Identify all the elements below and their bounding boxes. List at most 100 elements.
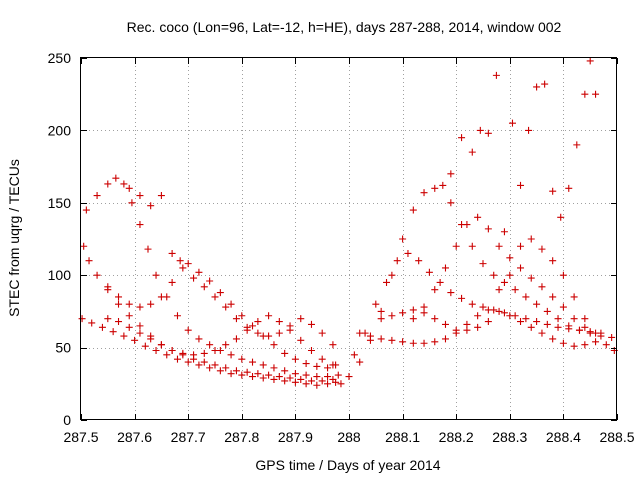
data-point	[441, 320, 449, 328]
data-point	[307, 320, 315, 328]
data-point	[176, 257, 184, 265]
data-point	[592, 90, 600, 98]
data-point	[425, 268, 433, 276]
data-point	[297, 375, 305, 383]
data-point	[495, 286, 503, 294]
data-point	[372, 300, 380, 308]
data-point	[492, 71, 500, 79]
data-point	[388, 271, 396, 279]
data-point	[474, 213, 482, 221]
data-point	[184, 358, 192, 366]
data-point	[463, 221, 471, 229]
data-point	[409, 315, 417, 323]
data-point	[452, 242, 460, 250]
data-point	[206, 277, 214, 285]
data-point	[559, 339, 567, 347]
data-point	[458, 134, 466, 142]
data-point	[232, 335, 240, 343]
data-point	[275, 329, 283, 337]
data-point	[265, 312, 273, 320]
data-point	[265, 371, 273, 379]
y-tick-label: 150	[48, 195, 72, 211]
x-tick-label: 287.7	[171, 429, 206, 445]
data-point	[232, 315, 240, 323]
data-point	[447, 170, 455, 178]
data-point	[80, 242, 88, 250]
data-point	[490, 271, 498, 279]
data-point	[254, 318, 262, 326]
data-point	[508, 119, 516, 127]
data-point	[575, 326, 583, 334]
data-point	[270, 341, 278, 349]
data-point	[559, 271, 567, 279]
data-point	[179, 264, 187, 272]
data-point	[190, 274, 198, 282]
x-tick-label: 287.6	[117, 429, 152, 445]
data-point	[549, 335, 557, 343]
data-point	[195, 361, 203, 369]
data-point	[216, 367, 224, 375]
data-point	[415, 257, 423, 265]
data-point	[173, 312, 181, 320]
data-point	[85, 257, 93, 265]
data-point	[115, 293, 123, 301]
data-points	[78, 57, 618, 389]
data-point	[549, 187, 557, 195]
data-point	[409, 206, 417, 214]
data-point	[409, 339, 417, 347]
data-point	[104, 180, 112, 188]
data-point	[265, 332, 273, 340]
data-point	[275, 373, 283, 381]
data-point	[329, 375, 337, 383]
data-point	[441, 264, 449, 272]
data-point	[173, 355, 181, 363]
data-point	[479, 260, 487, 268]
data-point	[318, 329, 326, 337]
data-point	[420, 339, 428, 347]
data-point	[431, 184, 439, 192]
data-point	[559, 303, 567, 311]
x-tick-label: 287.8	[224, 429, 259, 445]
data-point	[125, 323, 133, 331]
data-point	[581, 323, 589, 331]
data-point	[206, 364, 214, 372]
data-point	[104, 283, 112, 291]
data-point	[211, 293, 219, 301]
data-point	[476, 126, 484, 134]
data-point	[112, 174, 120, 182]
data-point	[334, 371, 342, 379]
data-point	[78, 315, 86, 323]
data-point	[431, 338, 439, 346]
data-point	[222, 364, 230, 372]
data-point	[136, 322, 144, 330]
data-point	[581, 315, 589, 323]
data-point	[420, 189, 428, 197]
data-point	[232, 367, 240, 375]
data-point	[157, 192, 165, 200]
data-point	[592, 329, 600, 337]
data-point	[136, 192, 144, 200]
data-point	[337, 380, 345, 388]
data-point	[570, 293, 578, 301]
data-point	[366, 336, 374, 344]
data-point	[297, 315, 305, 323]
data-point	[500, 309, 508, 317]
data-point	[431, 315, 439, 323]
data-point	[345, 373, 353, 381]
data-point	[307, 346, 315, 354]
data-point	[141, 342, 149, 350]
data-point	[377, 315, 385, 323]
data-point	[302, 380, 310, 388]
data-point	[243, 326, 251, 334]
data-point	[538, 329, 546, 337]
data-point	[324, 373, 332, 381]
x-tick-label: 288.4	[546, 429, 581, 445]
data-point	[361, 329, 369, 337]
data-point	[109, 328, 117, 336]
data-point	[184, 260, 192, 268]
data-point	[452, 326, 460, 334]
data-point	[517, 264, 525, 272]
data-point	[98, 323, 106, 331]
data-point	[399, 235, 407, 243]
data-point	[190, 351, 198, 359]
